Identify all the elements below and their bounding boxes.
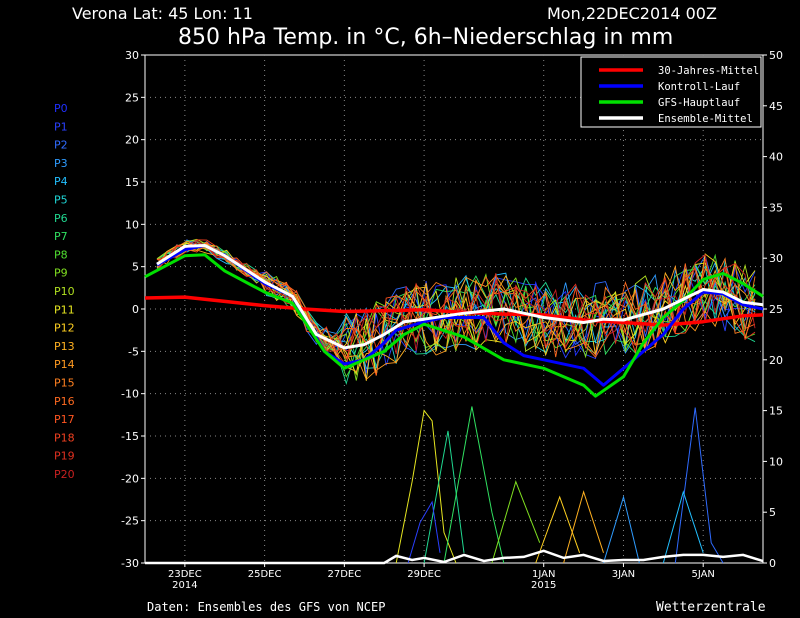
member-label: P11 xyxy=(54,303,75,316)
legend-label: GFS-Hauptlauf xyxy=(658,97,740,109)
right-tick-label: 50 xyxy=(769,49,783,62)
member-label: P5 xyxy=(54,194,68,207)
left-tick-label: 5 xyxy=(132,261,139,274)
member-line-p15 xyxy=(156,240,756,364)
right-tick-label: 30 xyxy=(769,252,783,265)
left-tick-label: -15 xyxy=(121,430,139,443)
precip-peak-line xyxy=(443,406,505,564)
left-tick-label: 30 xyxy=(125,49,139,62)
legend-label: Kontroll-Lauf xyxy=(658,81,740,93)
precip-peak-line xyxy=(535,495,581,564)
brand-label: Wetterzentrale xyxy=(656,600,766,615)
member-label: P18 xyxy=(54,431,75,444)
member-label: P16 xyxy=(54,395,75,408)
left-tick-label: 0 xyxy=(132,303,139,316)
left-tick-label: 15 xyxy=(125,176,139,189)
left-tick-label: 10 xyxy=(125,218,139,231)
member-label: P6 xyxy=(54,212,68,225)
left-tick-label: -25 xyxy=(121,515,139,528)
x-tick-year: 2014 xyxy=(172,580,197,591)
precip-peak-line xyxy=(662,490,704,564)
right-tick-label: 10 xyxy=(769,455,783,468)
right-tick-label: 45 xyxy=(769,100,783,113)
location-label: Verona Lat: 45 Lon: 11 xyxy=(72,4,253,23)
member-label: P0 xyxy=(54,102,68,115)
legend-label: 30-Jahres-Mittel xyxy=(658,65,759,77)
left-tick-label: -5 xyxy=(128,345,139,358)
member-label: P2 xyxy=(54,139,68,152)
precip-peak-line xyxy=(491,480,541,564)
precip-peak-line xyxy=(395,409,457,564)
left-tick-label: 25 xyxy=(125,91,139,104)
chart-title: 850 hPa Temp. in °C, 6h–Niederschlag in … xyxy=(178,25,673,50)
x-tick-label: 27DEC xyxy=(327,569,361,580)
member-label: P17 xyxy=(54,413,75,426)
right-tick-label: 5 xyxy=(769,506,776,519)
legend: 30-Jahres-Mittel Kontroll-Lauf GFS-Hauptla… xyxy=(580,56,762,128)
run-timestamp: Mon,22DEC2014 00Z xyxy=(547,4,717,23)
series-ensemble-mittel xyxy=(156,244,764,350)
member-label: P4 xyxy=(54,175,68,188)
member-label: P8 xyxy=(54,248,68,261)
precip-peak-line xyxy=(563,490,604,564)
precip-peak-line xyxy=(423,430,465,564)
precip-peak-line xyxy=(603,495,640,564)
right-tick-label: 15 xyxy=(769,405,783,418)
right-tick-label: 35 xyxy=(769,201,783,214)
left-tick-label: -30 xyxy=(121,557,139,570)
x-tick-label: 1JAN xyxy=(532,569,555,580)
member-label: P9 xyxy=(54,267,68,280)
member-label: P19 xyxy=(54,450,75,463)
left-axis: -30 -25 -20 -15 -10 -5 0 5 10 15 20 25 30 xyxy=(121,49,145,570)
member-label: P15 xyxy=(54,377,75,390)
right-tick-label: 25 xyxy=(769,303,783,316)
member-label: P7 xyxy=(54,230,68,243)
precip-peak-line xyxy=(407,500,441,564)
precip-peak-line xyxy=(674,407,724,564)
legend-label: Ensemble-Mittel xyxy=(658,113,753,125)
member-label: P3 xyxy=(54,157,68,170)
member-label: P12 xyxy=(54,322,75,335)
x-tick-year: 2015 xyxy=(531,580,556,591)
x-tick-label: 29DEC xyxy=(407,569,441,580)
x-tick-label: 23DEC xyxy=(168,569,202,580)
member-label: P13 xyxy=(54,340,75,353)
x-tick-label: 3JAN xyxy=(612,569,635,580)
right-axis: 0 5 10 15 20 25 30 35 40 45 50 xyxy=(763,49,783,570)
left-tick-label: -20 xyxy=(121,472,139,485)
member-line-p17 xyxy=(156,241,756,376)
right-tick-label: 0 xyxy=(769,557,776,570)
member-label: P10 xyxy=(54,285,75,298)
member-label: P1 xyxy=(54,120,68,133)
right-tick-label: 20 xyxy=(769,354,783,367)
main-series xyxy=(144,244,764,398)
x-tick-label: 25DEC xyxy=(248,569,282,580)
right-tick-label: 40 xyxy=(769,151,783,164)
left-tick-label: -10 xyxy=(121,388,139,401)
member-list: P0 P1 P2 P3 P4 P5 P6 P7 P8 P9 P10 P11 P12 P13 P14 P15 P1… xyxy=(54,102,75,481)
member-label: P20 xyxy=(54,468,75,481)
left-tick-label: 20 xyxy=(125,134,139,147)
data-credit: Daten: Ensembles des GFS von NCEP xyxy=(147,600,385,614)
precip-mean-line xyxy=(145,549,764,565)
member-label: P14 xyxy=(54,358,75,371)
precip-series xyxy=(145,406,764,565)
x-tick-label: 5JAN xyxy=(691,569,714,580)
